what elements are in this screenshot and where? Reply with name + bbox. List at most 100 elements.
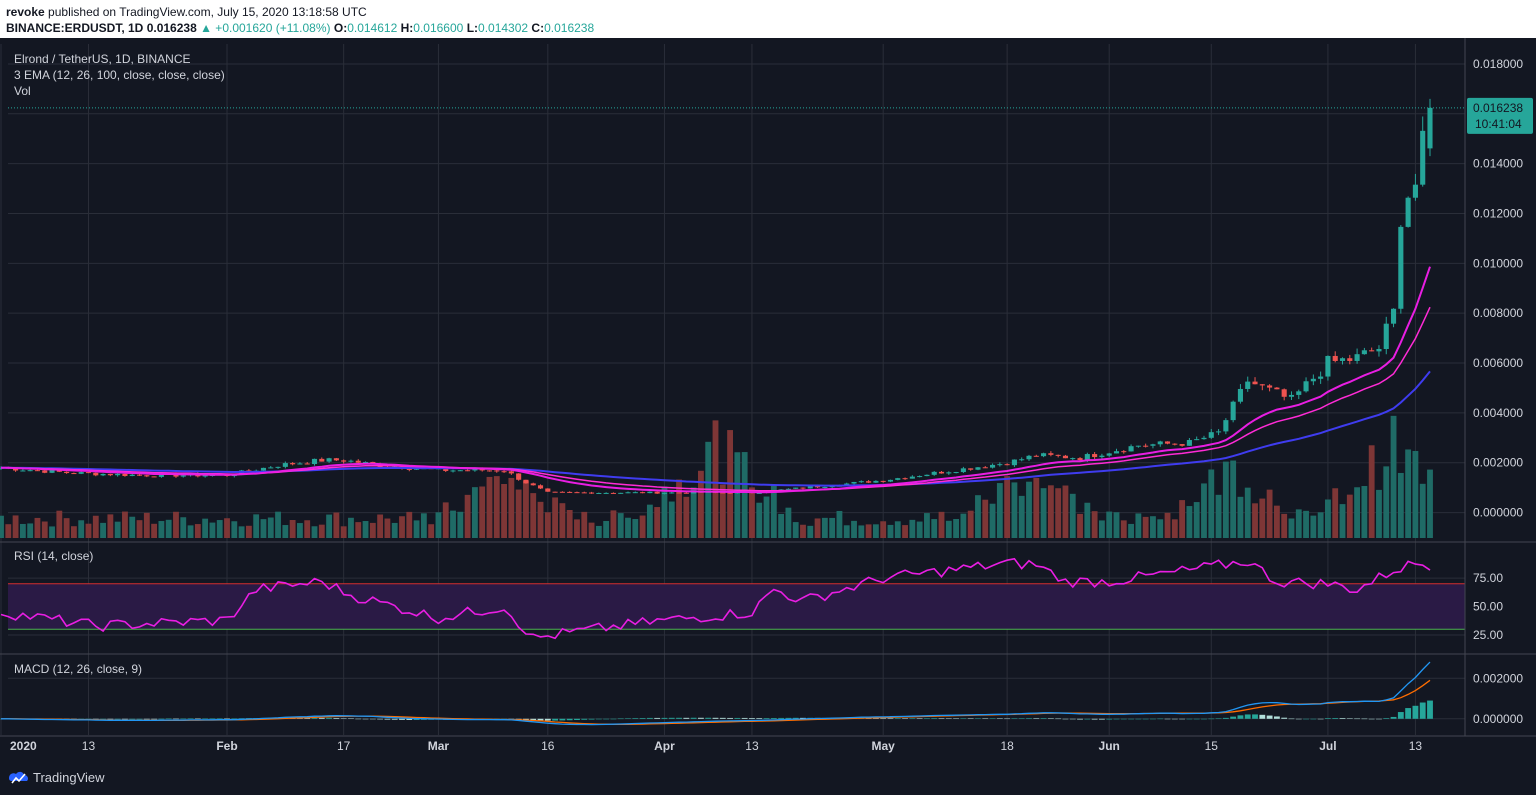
macd-histogram-bar (544, 718, 551, 721)
price-chart[interactable]: 0.0180000.0160000.0140000.0120000.010000… (0, 38, 1536, 762)
candle-body (1092, 454, 1098, 458)
macd-histogram-bar (143, 718, 150, 720)
volume-bar (530, 493, 537, 538)
macd-histogram-bar (1142, 718, 1149, 720)
open-label: O: (333, 21, 348, 35)
candle-body (1390, 308, 1397, 324)
macd-histogram-bar (100, 718, 106, 720)
volume-bar (756, 502, 763, 538)
macd-histogram-bar (1106, 718, 1113, 720)
volume-bar (311, 526, 318, 538)
volume-bar (406, 511, 413, 538)
rsi-lines (0, 557, 1465, 640)
volume-bar (1273, 505, 1280, 538)
time-axis-label: 16 (541, 739, 555, 753)
macd-histogram-bar (413, 718, 420, 720)
candle-body (807, 486, 813, 489)
symbol-label: BINANCE:ERDUSDT, 1D (6, 21, 144, 35)
candle-body (290, 463, 296, 465)
candle-body (1281, 389, 1287, 397)
macd-histogram-bar (683, 717, 690, 719)
macd-histogram-bar (1361, 718, 1368, 720)
candle-body (319, 458, 325, 462)
volume-bar (887, 524, 894, 538)
candle-body (960, 468, 966, 473)
volume-bar (143, 512, 150, 538)
volume-bar (1281, 513, 1288, 538)
macd-histogram-bar (916, 718, 923, 719)
volume-bar (1179, 500, 1186, 538)
candle-body (873, 480, 879, 483)
volume-bar (1237, 496, 1244, 538)
candle-body (1252, 381, 1258, 385)
candle-body (997, 464, 1003, 466)
volume-bar (1186, 506, 1193, 538)
candle-body (1398, 226, 1404, 309)
chart-header: revoke published on TradingView.com, Jul… (0, 0, 1536, 38)
time-axis-label: May (872, 739, 896, 753)
macd-histogram-bar (151, 718, 158, 720)
macd-histogram-bar (625, 718, 631, 719)
legend-rsi[interactable]: RSI (14, close) (14, 549, 93, 563)
macd-histogram-bar (1266, 715, 1273, 719)
volume-bar (0, 515, 4, 538)
macd-histogram-bar (938, 718, 945, 719)
volume-bar (1339, 504, 1346, 538)
macd-histogram-bar (770, 717, 777, 719)
candle-body (968, 468, 974, 470)
footer-brand[interactable]: TradingView (33, 770, 105, 785)
macd-histogram-bar (610, 718, 617, 720)
candle-body (1099, 455, 1105, 458)
volume-bar (1142, 516, 1149, 538)
macd-histogram-bar (1346, 718, 1353, 719)
volume-bar (894, 521, 901, 538)
candle-body (1383, 323, 1389, 350)
candle-body (589, 492, 595, 494)
candle-body (472, 468, 478, 471)
price-axis-label: 0.012000 (1473, 206, 1523, 220)
macd-histogram-bar (1252, 714, 1258, 719)
volume-bar (829, 517, 836, 538)
candle-body (1274, 387, 1280, 390)
volume-bar (654, 507, 661, 538)
macd-histogram-bar (924, 718, 930, 719)
candle-body (122, 473, 128, 476)
volume-bar (1011, 482, 1018, 538)
candle-body (34, 470, 41, 472)
volume-bar (785, 507, 792, 538)
price-axis-label: 0.006000 (1473, 356, 1523, 370)
candle-body (917, 476, 923, 478)
macd-histogram-bar (1288, 718, 1295, 720)
candle-body (683, 492, 689, 494)
volume-bar (85, 523, 92, 538)
macd-histogram-bar (982, 718, 989, 719)
legend-ema[interactable]: 3 EMA (12, 26, 100, close, close, close) (14, 68, 225, 82)
volume-bar (734, 452, 741, 538)
candle-body (953, 472, 959, 474)
candle-body (1157, 441, 1163, 445)
macd-histogram-bar (406, 718, 413, 720)
candle-body (414, 468, 420, 470)
volume-bar (1018, 495, 1025, 538)
volume-bar (1106, 511, 1113, 538)
candle-body (537, 485, 544, 489)
author-name[interactable]: revoke (6, 5, 45, 19)
volume-bar (1383, 466, 1390, 538)
volume-bar (56, 510, 63, 538)
macd-histogram-bar (617, 718, 624, 720)
macd-histogram-bar (778, 717, 785, 719)
legend-vol[interactable]: Vol (14, 84, 31, 98)
candle-body (1172, 443, 1178, 445)
volume-bar (778, 513, 785, 538)
time-axis-label: Feb (216, 739, 237, 753)
macd-histogram-bar (333, 718, 340, 719)
volume-bar (1040, 488, 1047, 538)
legend-macd[interactable]: MACD (12, 26, close, 9) (14, 662, 142, 676)
volume-bar (92, 515, 99, 538)
macd-histogram-bar (1273, 716, 1280, 719)
macd-histogram-bar (1317, 718, 1324, 720)
time-axis-label: 18 (1000, 739, 1014, 753)
candle-body (1113, 451, 1120, 454)
volume-bar (960, 513, 967, 538)
volume-bar (384, 518, 391, 538)
